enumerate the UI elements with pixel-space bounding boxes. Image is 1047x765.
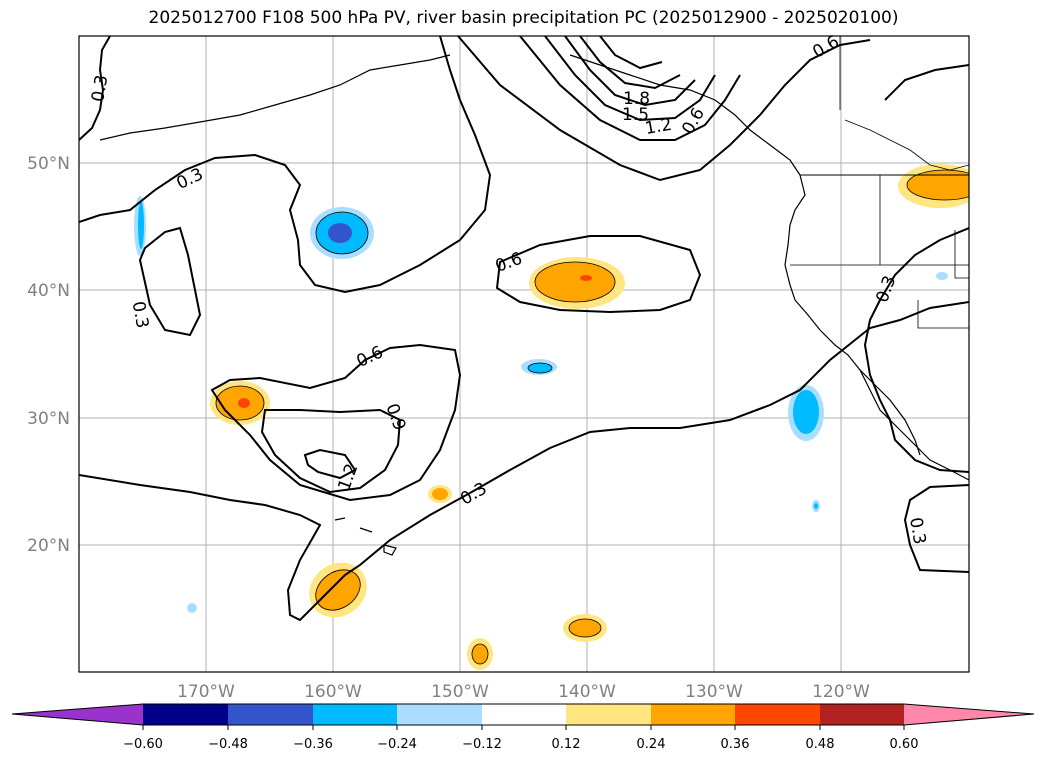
colorbar-segment [820,704,904,725]
map-title: 2025012700 F108 500 hPa PV, river basin … [148,8,899,28]
colorbar-tick: −0.60 [123,737,163,752]
map-area [79,36,969,672]
pos-anomaly [535,262,615,302]
pos-anomaly [472,644,488,664]
lat-label: 30°N [27,409,70,429]
contour-label: 0.3 [88,73,112,103]
latitude-labels: 50°N 40°N 30°N 20°N [27,154,70,556]
colorbar: −0.60 −0.48 −0.36 −0.24 −0.12 0.12 0.24 … [11,703,1035,752]
colorbar-segment [397,704,482,725]
colorbar-segment [313,704,397,725]
longitude-labels: 170°W 160°W 150°W 140°W 130°W 120°W [177,682,870,702]
lon-label: 120°W [812,682,870,702]
contour-label: 1.8 [623,89,650,109]
pos-anomaly [432,488,448,500]
contour-label: 1.2 [643,115,673,139]
colorbar-segment [651,704,735,725]
colorbar-segment [735,704,820,725]
colorbar-segment [228,704,313,725]
lon-label: 150°W [431,682,489,702]
lat-label: 40°N [27,281,70,301]
lon-label: 140°W [558,682,616,702]
colorbar-tick: −0.12 [462,737,502,752]
colorbar-tick: 0.60 [890,737,919,752]
lon-label: 160°W [304,682,362,702]
lon-label: 130°W [685,682,743,702]
neg-anomaly [187,603,197,613]
neg-anomaly [814,503,818,509]
map-frame [78,35,970,673]
precip-outlines [215,169,969,665]
colorbar-tick: 0.36 [721,737,750,752]
pos-anomaly [569,619,601,637]
pv-contours [79,36,969,622]
pos-anomaly [315,569,361,611]
neg-anomaly [793,390,819,434]
colorbar-extend-low [12,704,143,725]
contour-label: 0.3 [905,516,929,546]
colorbar-segment [566,704,651,725]
colorbar-segment [482,704,566,725]
lon-label: 170°W [177,682,235,702]
neg-anomaly [138,201,144,249]
contour-label: 1.5 [622,105,649,125]
neg-anomaly [328,223,352,243]
colorbar-tick: 0.24 [637,737,666,752]
neg-anomaly [528,363,552,373]
lat-label: 20°N [27,536,70,556]
pos-anomaly [580,275,592,281]
colorbar-tick: 0.12 [552,737,581,752]
colorbar-tick: 0.48 [806,737,835,752]
colorbar-extend-high [904,704,1034,725]
lat-label: 50°N [27,154,70,174]
colorbar-tick: −0.48 [208,737,248,752]
pos-anomaly [238,398,250,408]
colorbar-tick: −0.36 [293,737,333,752]
coastlines [99,36,969,556]
contour-label: 0.3 [128,300,152,330]
colorbar-segment [143,704,228,725]
neg-anomaly [936,272,948,280]
pos-anomaly [907,170,969,200]
colorbar-tick: −0.24 [377,737,417,752]
